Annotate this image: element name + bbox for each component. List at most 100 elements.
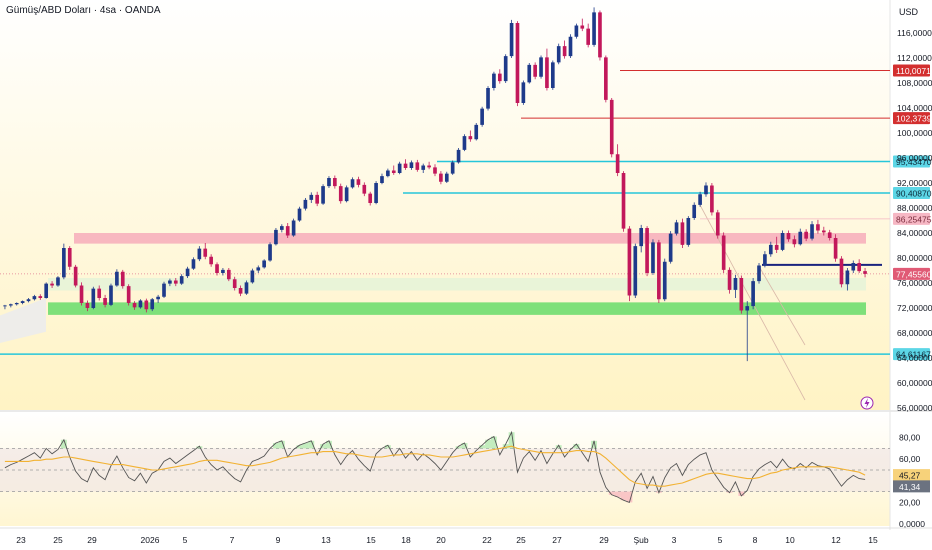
price-tick: 56,00000	[897, 403, 932, 413]
level-label-bg	[893, 64, 930, 77]
rsi-ma-label: 45,27	[899, 471, 921, 481]
candle	[168, 278, 172, 287]
rsi-ma-label-bg	[893, 469, 930, 482]
candle	[668, 231, 673, 264]
candle-body	[651, 242, 655, 273]
candle-body	[415, 162, 420, 170]
candle	[221, 268, 225, 276]
candle-body	[79, 285, 84, 303]
candle	[3, 304, 7, 310]
candle	[704, 182, 708, 197]
candle	[120, 269, 125, 289]
price-tick: 84,00000	[897, 228, 932, 238]
candle-body	[615, 154, 620, 173]
candle	[786, 230, 791, 242]
candle-body	[191, 259, 196, 269]
candle-body	[480, 108, 484, 125]
candle-body	[344, 187, 349, 202]
rsi-overbought-fill	[455, 446, 462, 449]
candle	[804, 229, 808, 242]
candle-body	[362, 184, 367, 194]
candle-body	[680, 222, 685, 245]
candle-body	[598, 12, 602, 58]
rsi-overbought-fill	[326, 440, 332, 449]
candle	[14, 302, 19, 306]
candle	[550, 60, 555, 90]
candle-body	[639, 228, 644, 247]
candle-body	[120, 271, 125, 287]
candle-body	[609, 99, 614, 155]
candle	[44, 282, 49, 299]
candle	[403, 159, 408, 170]
candle	[427, 161, 431, 170]
candle	[103, 294, 107, 308]
candle	[821, 226, 826, 236]
candle-body	[586, 28, 590, 45]
time-tick: 9	[276, 535, 281, 545]
candle	[710, 183, 714, 216]
price-axis[interactable]: 110,00716 102,37397 95,43470 90,40870 86,254…	[893, 28, 932, 413]
candle	[757, 263, 761, 284]
time-tick: 5	[183, 535, 188, 545]
candle-body	[197, 248, 202, 260]
candle	[851, 260, 856, 273]
candle-body	[368, 193, 373, 203]
rsi-tick: 60,00	[899, 454, 921, 464]
candle-body	[374, 183, 378, 203]
candle-body	[450, 162, 455, 174]
candle	[586, 23, 590, 48]
candle-body	[751, 281, 755, 307]
rsi-tick: 0,0000	[899, 519, 925, 529]
candle-body	[91, 288, 96, 308]
lightning-icon[interactable]	[860, 396, 874, 410]
rsi-overbought-fill	[278, 440, 285, 449]
candle	[185, 266, 190, 278]
candle-body	[115, 271, 119, 286]
candle-body	[14, 303, 19, 305]
candle-body	[698, 194, 702, 205]
candle	[285, 223, 290, 238]
candle	[156, 294, 160, 303]
time-axis[interactable]: 23 25 29 2026 5 7 9 13 15 18 20 22 25 27 29 Şub 3 5 8 10 12 1…	[16, 535, 878, 545]
candle-body	[409, 162, 414, 168]
rsi-oversold-fill	[620, 491, 627, 501]
candle-body	[232, 279, 237, 288]
level-label-bg	[893, 212, 930, 225]
candle-body	[391, 170, 396, 173]
candle-body	[821, 230, 826, 233]
rsi-overbought-fill	[384, 445, 391, 449]
time-tick: 23	[16, 535, 26, 545]
price-tick: 100,00000	[897, 128, 932, 138]
candle-body	[757, 265, 761, 282]
candle	[397, 161, 402, 175]
candle	[492, 71, 496, 91]
candle-body	[521, 82, 526, 103]
candle-body	[215, 264, 219, 273]
candle-body	[238, 288, 243, 294]
candle-body	[674, 222, 679, 234]
candle-layer	[3, 7, 867, 362]
candle-body	[162, 283, 166, 297]
candle-body	[291, 220, 296, 236]
candle	[226, 268, 231, 282]
candle-body	[397, 163, 402, 173]
candle-body	[221, 269, 225, 273]
candle	[409, 160, 414, 170]
time-tick: 12	[831, 535, 841, 545]
rsi-oversold-fill	[614, 491, 621, 497]
candle-body	[468, 136, 473, 140]
candle	[315, 191, 320, 207]
candle-body	[356, 179, 361, 185]
candle	[250, 268, 255, 284]
price-tick: 64,00000	[897, 353, 932, 363]
candle	[792, 235, 797, 248]
candle	[827, 229, 832, 241]
price-tick: 104,00000	[897, 103, 932, 113]
candle-body	[433, 167, 437, 174]
candle	[268, 242, 272, 262]
candle	[374, 181, 378, 205]
candle	[132, 301, 137, 310]
candle-body	[574, 25, 579, 37]
